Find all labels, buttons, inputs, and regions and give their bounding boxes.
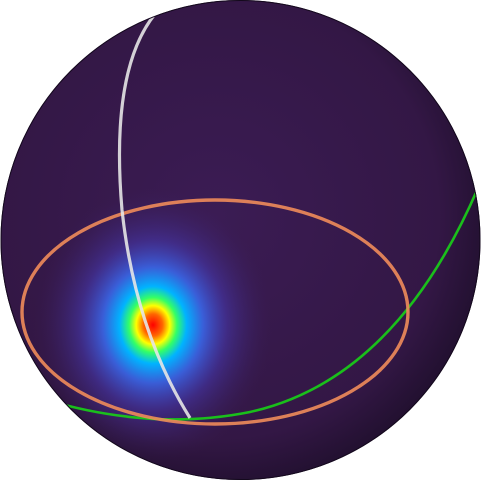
white-meridian-curve [117, 12, 192, 419]
orange-ellipse-curve [20, 198, 410, 426]
green-great-circle-curve [39, 187, 480, 421]
intensity-hotspot [13, 175, 293, 475]
